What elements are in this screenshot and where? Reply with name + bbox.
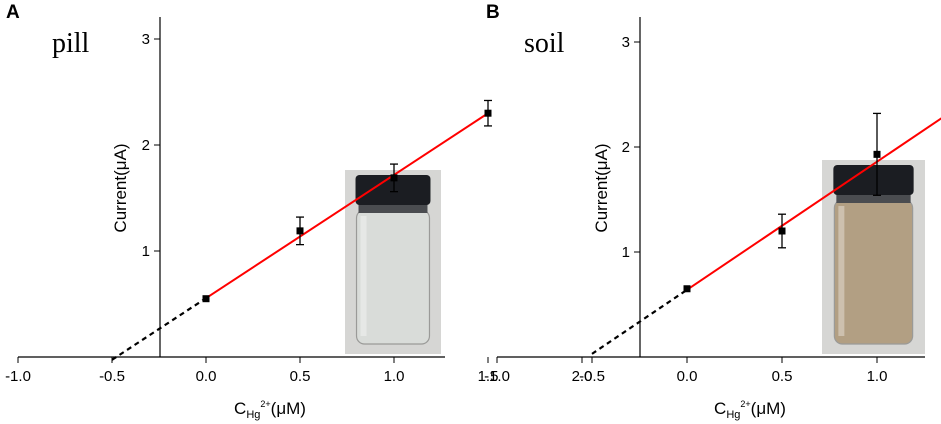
- x-tick-label: 0.0: [677, 368, 698, 385]
- x-tick-label: 1.0: [867, 368, 888, 385]
- y-tick-label: 3: [142, 31, 150, 48]
- x-tick-label: 2.0: [572, 368, 593, 385]
- y-tick-label: 2: [142, 137, 150, 154]
- x-axis-title: CHg2+(μM): [714, 399, 786, 421]
- vial-highlight: [838, 206, 845, 336]
- y-tick-label: 2: [622, 139, 630, 156]
- vial-neck: [836, 193, 911, 203]
- y-axis-title: Current(μA): [592, 143, 611, 232]
- chart-panel-b: Bsoil-1.0-0.50.00.51.01.52.0123CHg2+(μM)…: [484, 2, 941, 421]
- extrapolation-line: [591, 288, 688, 355]
- data-point: [683, 285, 691, 293]
- fit-line: [205, 112, 489, 300]
- x-tick-label: 0.5: [290, 368, 311, 385]
- x-tick-label: -1.0: [5, 368, 31, 385]
- fit-line: [686, 117, 941, 291]
- data-point: [778, 227, 786, 235]
- y-tick-label: 1: [622, 244, 630, 261]
- x-axis-title: CHg2+(μM): [234, 399, 306, 421]
- data-point: [390, 174, 398, 182]
- x-tick-label: 1.0: [384, 368, 405, 385]
- x-tick-label: -0.5: [579, 368, 605, 385]
- x-tick-label: 0.5: [772, 368, 793, 385]
- vial-body: [355, 209, 431, 345]
- inset-photo: [822, 160, 925, 354]
- inset-photo: [345, 170, 441, 354]
- panel-letter: B: [486, 2, 500, 23]
- vial-cap: [355, 175, 431, 205]
- y-tick-label: 1: [142, 243, 150, 260]
- vial-neck: [358, 203, 428, 213]
- x-tick-label: -1.0: [484, 368, 510, 385]
- x-tick-label: -0.5: [99, 368, 125, 385]
- x-tick-label: 0.0: [196, 368, 217, 385]
- sample-label: soil: [524, 28, 565, 59]
- extrapolation-line: [111, 297, 207, 361]
- data-point: [202, 295, 210, 303]
- y-axis-title: Current(μA): [111, 143, 130, 232]
- data-point: [296, 227, 304, 235]
- vial-body: [833, 199, 914, 345]
- sample-label: pill: [52, 28, 90, 59]
- data-point: [484, 109, 492, 117]
- y-tick-label: 3: [622, 34, 630, 51]
- panel-letter: A: [6, 2, 20, 23]
- x-tick-label: 1.5: [478, 368, 499, 385]
- data-point: [873, 150, 881, 158]
- vial-highlight: [360, 216, 367, 336]
- vial-cap: [833, 165, 914, 195]
